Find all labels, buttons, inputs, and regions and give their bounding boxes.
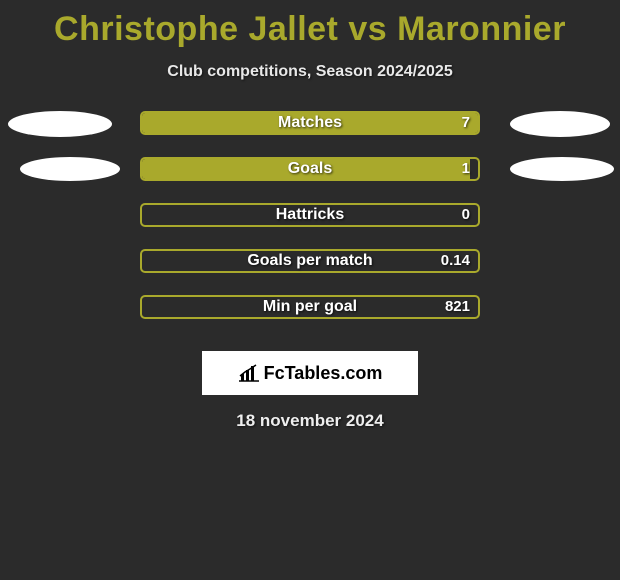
stat-row: Min per goal 821 xyxy=(0,295,620,341)
bar-fill xyxy=(142,159,470,179)
stat-row: Matches 7 xyxy=(0,111,620,157)
stat-row: Goals per match 0.14 xyxy=(0,249,620,295)
page-title: Christophe Jallet vs Maronnier xyxy=(0,0,620,49)
subtitle: Club competitions, Season 2024/2025 xyxy=(0,63,620,81)
bar-chart-icon xyxy=(238,364,260,382)
bar-fill xyxy=(142,113,478,133)
bar-track xyxy=(140,111,480,135)
comparison-chart: Matches 7 Goals 1 Hattricks 0 Goals per … xyxy=(0,111,620,341)
bar-track xyxy=(140,249,480,273)
stat-row: Hattricks 0 xyxy=(0,203,620,249)
date-label: 18 november 2024 xyxy=(0,411,620,431)
bar-track xyxy=(140,203,480,227)
source-badge-text: FcTables.com xyxy=(264,363,383,384)
bar-track xyxy=(140,157,480,181)
source-badge: FcTables.com xyxy=(202,351,418,395)
bar-track xyxy=(140,295,480,319)
stat-row: Goals 1 xyxy=(0,157,620,203)
